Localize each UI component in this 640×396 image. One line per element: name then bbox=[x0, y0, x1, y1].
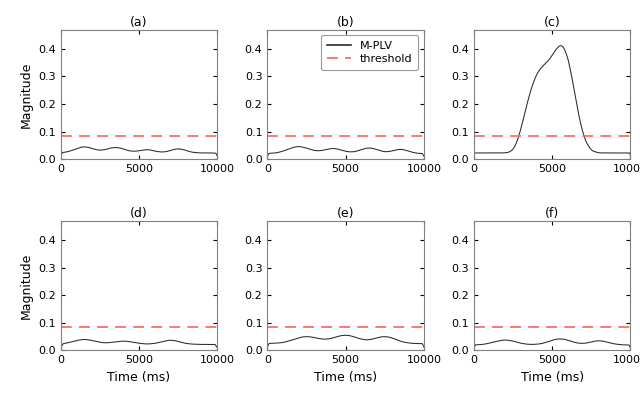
Title: (a): (a) bbox=[131, 15, 148, 29]
Title: (b): (b) bbox=[337, 15, 355, 29]
Y-axis label: Magnitude: Magnitude bbox=[20, 253, 33, 319]
X-axis label: Time (ms): Time (ms) bbox=[314, 371, 377, 384]
X-axis label: Time (ms): Time (ms) bbox=[108, 371, 171, 384]
Legend: M-PLV, threshold: M-PLV, threshold bbox=[321, 35, 419, 70]
Title: (e): (e) bbox=[337, 207, 355, 220]
Title: (f): (f) bbox=[545, 207, 559, 220]
X-axis label: Time (ms): Time (ms) bbox=[520, 371, 584, 384]
Title: (c): (c) bbox=[544, 15, 561, 29]
Title: (d): (d) bbox=[130, 207, 148, 220]
Y-axis label: Magnitude: Magnitude bbox=[20, 61, 33, 128]
